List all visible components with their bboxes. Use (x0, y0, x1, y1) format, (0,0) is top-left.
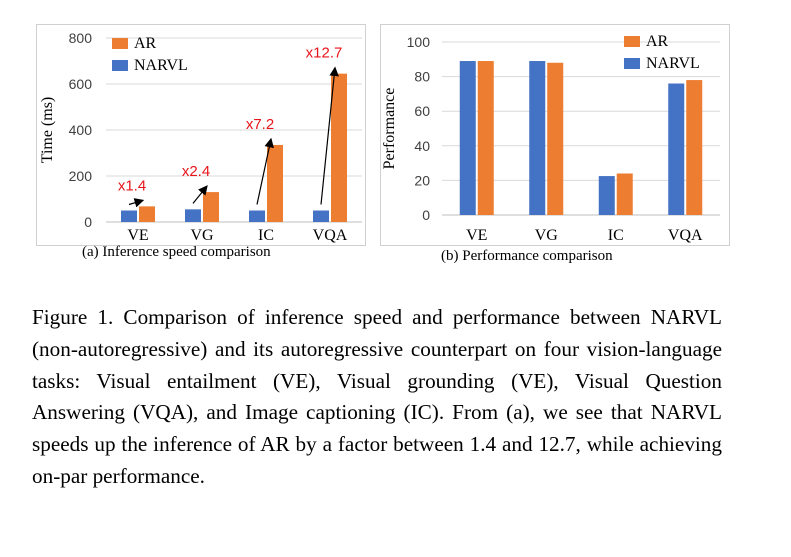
inference-speed-chart: 0 200 400 600 800 Time (ms) VE VG IC VQA AR NARVL x1… (36, 24, 366, 246)
figure-caption: Figure 1. Comparison of inference speed … (32, 305, 722, 488)
chartb-legend-label: AR (646, 33, 669, 50)
chart-a-speedup-label: x7.2 (246, 116, 274, 133)
charta-y-tick-label: 200 (69, 168, 93, 184)
charta-y-tick-label: 0 (84, 214, 92, 230)
performance-chart: 0 20 40 60 80 100 Performance VE VG IC VQA AR NARVL (380, 24, 730, 246)
chart-a-arrow (256, 137, 274, 205)
chartb-y-axis-label: Performance (381, 88, 398, 170)
charta-legend-swatch (112, 60, 128, 71)
chartb-y-tick-label: 40 (414, 138, 430, 154)
charta-legend-label: AR (134, 35, 157, 52)
chartb-bar-narvl (529, 61, 546, 215)
charta-legend-swatch (112, 38, 128, 49)
charta-bar-narvl (185, 209, 201, 222)
chartb-y-tick-label: 20 (414, 172, 430, 188)
charta-x-tick-label: VQA (313, 227, 348, 244)
subcaption-b: (b) Performance comparison (441, 248, 613, 264)
inference-speed-chart-svg: 0 200 400 600 800 Time (ms) VE VG IC VQA AR NARVL x1… (36, 24, 366, 246)
charta-bar-narvl (121, 210, 137, 222)
chartb-bar-ar (547, 62, 564, 216)
chartb-x-tick-label: VE (466, 227, 487, 244)
chart-a-speedup-label: x12.7 (306, 45, 343, 62)
subcaption-a: (a) Inference speed comparison (82, 244, 271, 260)
charta-y-axis-label: Time (ms) (39, 97, 56, 164)
charta-y-tick-label: 400 (69, 122, 93, 138)
charta-frame (36, 24, 366, 246)
chart-a-arrow (320, 66, 339, 205)
chart-a-speedup-label: x1.4 (118, 177, 146, 194)
chartb-x-tick-label: IC (608, 227, 624, 244)
chartb-x-tick-label: VQA (668, 227, 703, 244)
chartb-bar-ar (477, 61, 494, 215)
charta-x-tick-label: IC (258, 227, 274, 244)
chart-a-arrow (192, 185, 208, 204)
chartb-x-tick-label: VG (535, 227, 559, 244)
charta-bar-narvl (249, 210, 265, 222)
charta-y-tick-label: 600 (69, 76, 93, 92)
charta-bar-ar (267, 144, 283, 222)
charta-bar-ar (203, 192, 219, 222)
chartb-y-tick-label: 60 (414, 103, 430, 119)
charta-bar-ar (331, 73, 347, 223)
performance-chart-svg: 0 20 40 60 80 100 Performance VE VG IC VQA AR NARVL (380, 24, 730, 246)
chartb-legend-label: NARVL (646, 55, 700, 72)
chartb-bar-ar (686, 80, 703, 215)
chartb-y-tick-label: 100 (407, 34, 431, 50)
chartb-bar-ar (616, 173, 633, 215)
chartb-legend-swatch (624, 58, 640, 69)
charta-bar-narvl (313, 210, 329, 222)
charta-x-tick-label: VG (190, 227, 214, 244)
chartb-legend-swatch (624, 36, 640, 47)
chartb-bar-narvl (459, 61, 476, 215)
chart-a-arrow (128, 198, 145, 208)
chart-a-speedup-label: x2.4 (182, 163, 210, 180)
charta-y-tick-label: 800 (69, 30, 93, 46)
charta-x-tick-label: VE (127, 227, 148, 244)
chartb-y-tick-label: 0 (422, 207, 430, 223)
chartb-y-tick-label: 80 (414, 69, 430, 85)
chartb-bar-narvl (598, 176, 615, 215)
charta-legend-label: NARVL (134, 57, 188, 74)
charta-bar-ar (139, 206, 155, 222)
chartb-bar-narvl (668, 83, 685, 215)
